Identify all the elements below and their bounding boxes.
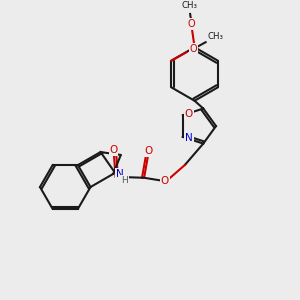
Text: O: O bbox=[190, 44, 197, 54]
Text: CH₃: CH₃ bbox=[207, 32, 224, 41]
Text: N: N bbox=[185, 133, 193, 143]
Text: O: O bbox=[188, 19, 195, 29]
Text: N: N bbox=[116, 169, 124, 179]
Text: H: H bbox=[121, 176, 128, 185]
Text: O: O bbox=[109, 145, 118, 155]
Text: O: O bbox=[160, 176, 169, 186]
Text: O: O bbox=[144, 146, 153, 156]
Text: CH₃: CH₃ bbox=[181, 1, 197, 10]
Text: O: O bbox=[184, 109, 193, 119]
